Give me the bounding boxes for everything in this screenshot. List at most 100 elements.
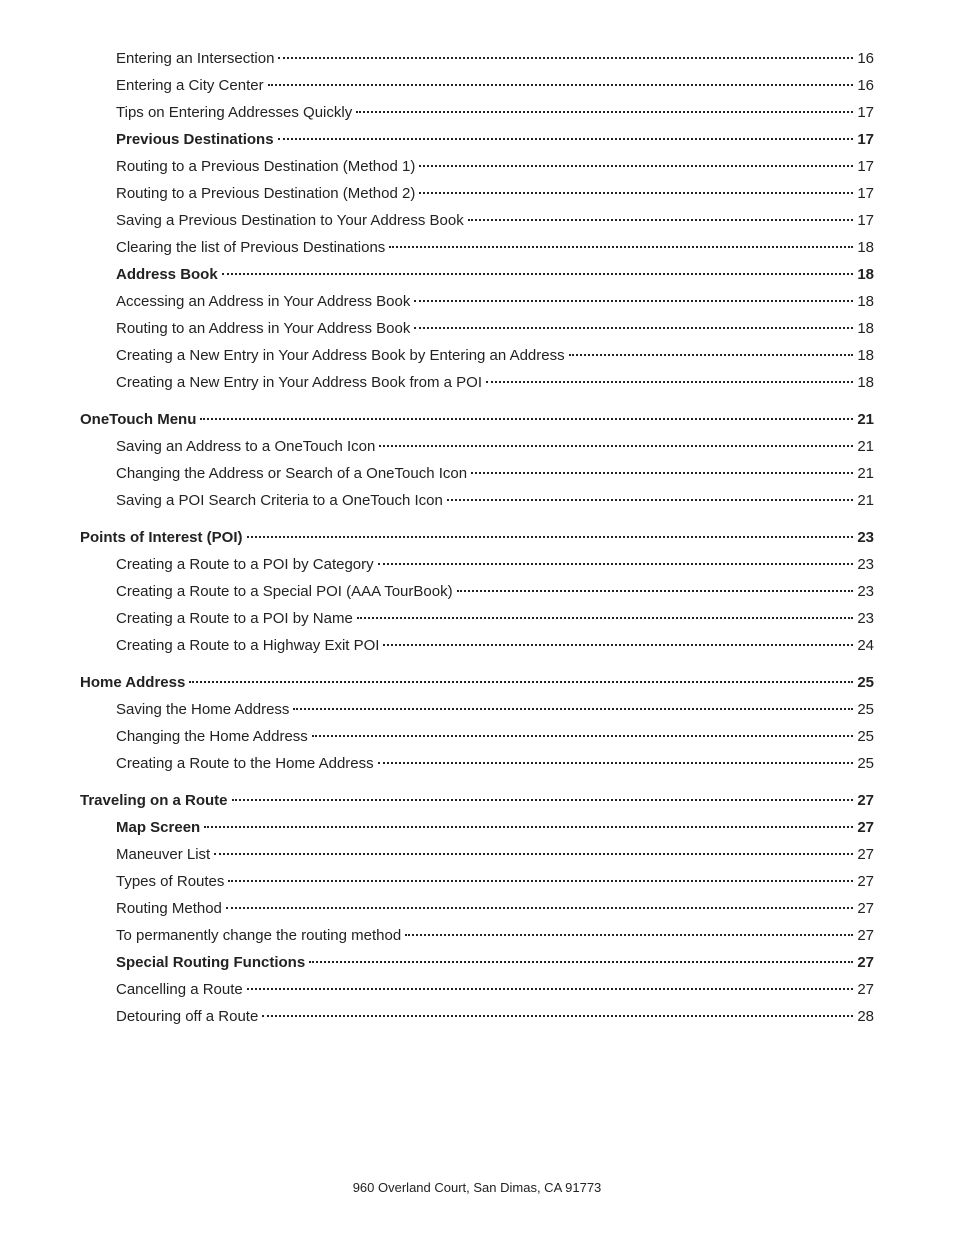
toc-entry[interactable]: Creating a Route to a Special POI (AAA T… — [116, 583, 874, 600]
toc-label: Saving an Address to a OneTouch Icon — [116, 438, 375, 455]
toc-label: Creating a Route to a POI by Category — [116, 556, 374, 573]
toc-label: OneTouch Menu — [80, 411, 196, 428]
toc-leader-dots — [278, 57, 853, 59]
toc-page-number: 23 — [857, 610, 874, 627]
toc-entry[interactable]: Creating a New Entry in Your Address Boo… — [116, 347, 874, 364]
toc-label: Routing to a Previous Destination (Metho… — [116, 185, 415, 202]
toc-leader-dots — [293, 708, 853, 710]
toc-entry[interactable]: Accessing an Address in Your Address Boo… — [116, 293, 874, 310]
toc-leader-dots — [486, 381, 853, 383]
toc-entry[interactable]: Traveling on a Route 27 — [80, 792, 874, 809]
toc-entry[interactable]: Clearing the list of Previous Destinatio… — [116, 239, 874, 256]
toc-leader-dots — [457, 590, 854, 592]
toc-entry[interactable]: Entering a City Center 16 — [116, 77, 874, 94]
toc-label: Saving the Home Address — [116, 701, 289, 718]
toc-leader-dots — [414, 300, 853, 302]
toc-entry[interactable]: Creating a Route to a POI by Category 23 — [116, 556, 874, 573]
toc-label: Special Routing Functions — [116, 954, 305, 971]
toc-entry[interactable]: Changing the Address or Search of a OneT… — [116, 465, 874, 482]
toc-page-number: 27 — [857, 981, 874, 998]
toc-label: Clearing the list of Previous Destinatio… — [116, 239, 385, 256]
toc-page-number: 21 — [857, 411, 874, 428]
toc-entry[interactable]: Creating a Route to a POI by Name 23 — [116, 610, 874, 627]
toc-label: Saving a POI Search Criteria to a OneTou… — [116, 492, 443, 509]
toc-page-number: 21 — [857, 465, 874, 482]
toc-page-number: 25 — [857, 674, 874, 691]
toc-entry[interactable]: Saving an Address to a OneTouch Icon 21 — [116, 438, 874, 455]
footer-address: 960 Overland Court, San Dimas, CA 91773 — [0, 1180, 954, 1195]
toc-entry[interactable]: Creating a New Entry in Your Address Boo… — [116, 374, 874, 391]
toc-entry[interactable]: Saving the Home Address 25 — [116, 701, 874, 718]
toc-leader-dots — [357, 617, 854, 619]
toc-label: Creating a New Entry in Your Address Boo… — [116, 347, 565, 364]
toc-entry[interactable]: Entering an Intersection 16 — [116, 50, 874, 67]
toc-label: Creating a New Entry in Your Address Boo… — [116, 374, 482, 391]
toc-entry[interactable]: Saving a Previous Destination to Your Ad… — [116, 212, 874, 229]
toc-label: Entering an Intersection — [116, 50, 274, 67]
toc-entry[interactable]: Points of Interest (POI) 23 — [80, 529, 874, 546]
toc-leader-dots — [214, 853, 853, 855]
toc-entry[interactable]: Map Screen 27 — [116, 819, 874, 836]
toc-entry[interactable]: Routing Method 27 — [116, 900, 874, 917]
toc-entry[interactable]: Saving a POI Search Criteria to a OneTou… — [116, 492, 874, 509]
toc-label: Cancelling a Route — [116, 981, 243, 998]
toc-entry[interactable]: Cancelling a Route 27 — [116, 981, 874, 998]
toc-page-number: 25 — [857, 728, 874, 745]
toc-label: Entering a City Center — [116, 77, 264, 94]
toc-leader-dots — [356, 111, 853, 113]
toc-leader-dots — [405, 934, 853, 936]
toc-entry[interactable]: Creating a Route to the Home Address 25 — [116, 755, 874, 772]
toc-page-number: 18 — [857, 239, 874, 256]
toc-entry[interactable]: Previous Destinations 17 — [116, 131, 874, 148]
toc-page-number: 23 — [857, 556, 874, 573]
toc-page-number: 16 — [857, 77, 874, 94]
toc-entry[interactable]: Detouring off a Route 28 — [116, 1008, 874, 1025]
toc-label: Creating a Route to a Highway Exit POI — [116, 637, 379, 654]
toc-entry[interactable]: Routing to a Previous Destination (Metho… — [116, 158, 874, 175]
toc-leader-dots — [447, 499, 853, 501]
toc-entry[interactable]: Creating a Route to a Highway Exit POI 2… — [116, 637, 874, 654]
toc-page-number: 17 — [857, 185, 874, 202]
toc-page-number: 21 — [857, 438, 874, 455]
toc-page-number: 18 — [857, 347, 874, 364]
toc-page-number: 25 — [857, 701, 874, 718]
toc-leader-dots — [389, 246, 853, 248]
toc-label: Accessing an Address in Your Address Boo… — [116, 293, 410, 310]
toc-leader-dots — [262, 1015, 853, 1017]
toc-page-number: 17 — [857, 104, 874, 121]
toc-label: Tips on Entering Addresses Quickly — [116, 104, 352, 121]
toc-leader-dots — [309, 961, 853, 963]
toc-entry[interactable]: Routing to an Address in Your Address Bo… — [116, 320, 874, 337]
toc-leader-dots — [419, 192, 853, 194]
toc-leader-dots — [247, 988, 854, 990]
toc-leader-dots — [414, 327, 853, 329]
toc-page-number: 27 — [857, 954, 874, 971]
toc-page-number: 27 — [857, 846, 874, 863]
toc-page-number: 24 — [857, 637, 874, 654]
toc-page-number: 27 — [857, 927, 874, 944]
toc-entry[interactable]: Routing to a Previous Destination (Metho… — [116, 185, 874, 202]
toc-entry[interactable]: OneTouch Menu 21 — [80, 411, 874, 428]
toc-page-number: 17 — [857, 158, 874, 175]
toc-entry[interactable]: Special Routing Functions 27 — [116, 954, 874, 971]
toc-label: Creating a Route to a Special POI (AAA T… — [116, 583, 453, 600]
toc-entry[interactable]: Changing the Home Address 25 — [116, 728, 874, 745]
toc-entry[interactable]: To permanently change the routing method… — [116, 927, 874, 944]
toc-label: Traveling on a Route — [80, 792, 228, 809]
toc-entry[interactable]: Maneuver List 27 — [116, 846, 874, 863]
toc-label: Detouring off a Route — [116, 1008, 258, 1025]
toc-entry[interactable]: Address Book 18 — [116, 266, 874, 283]
toc-entry[interactable]: Home Address 25 — [80, 674, 874, 691]
toc-label: Home Address — [80, 674, 185, 691]
toc-label: Creating a Route to a POI by Name — [116, 610, 353, 627]
toc-leader-dots — [278, 138, 854, 140]
toc-leader-dots — [468, 219, 854, 221]
toc-entry[interactable]: Types of Routes 27 — [116, 873, 874, 890]
toc-page-number: 27 — [857, 873, 874, 890]
toc-page-number: 17 — [857, 212, 874, 229]
toc-page-number: 27 — [857, 900, 874, 917]
toc-leader-dots — [419, 165, 853, 167]
toc-page-number: 28 — [857, 1008, 874, 1025]
toc-label: Routing to an Address in Your Address Bo… — [116, 320, 410, 337]
toc-entry[interactable]: Tips on Entering Addresses Quickly 17 — [116, 104, 874, 121]
